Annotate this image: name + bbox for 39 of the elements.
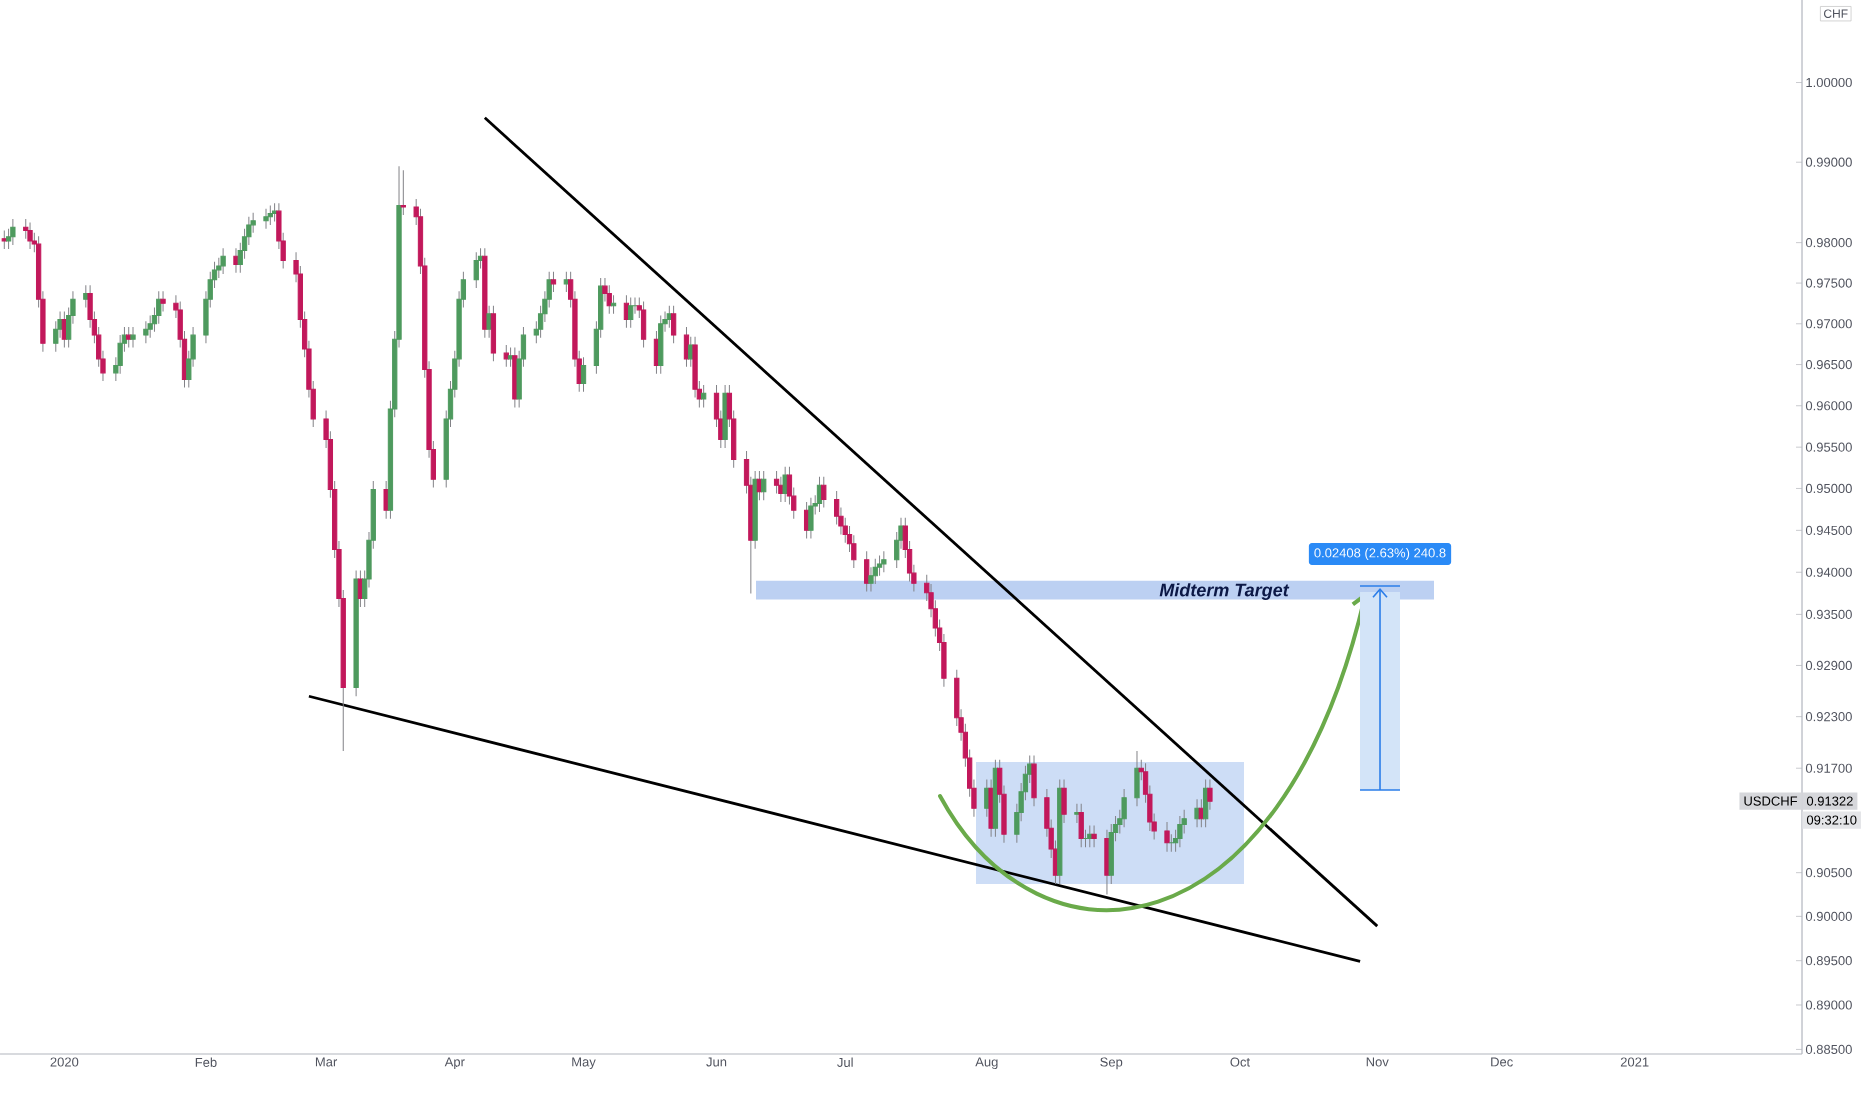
candlestick	[473, 251, 479, 289]
candlestick	[782, 466, 788, 503]
candlestick	[1121, 788, 1127, 828]
candlestick	[851, 534, 857, 569]
candlestick	[10, 218, 16, 246]
candlestick	[580, 356, 587, 393]
candlestick	[1091, 824, 1097, 848]
candlestick	[881, 550, 887, 573]
band-label: Midterm Target	[1159, 583, 1290, 600]
candlestick	[126, 326, 132, 348]
candlestick	[263, 208, 269, 230]
candlestick	[143, 320, 149, 344]
candlestick	[147, 315, 153, 339]
candlestick	[1, 229, 7, 250]
candlestick	[117, 334, 123, 375]
candlestick	[640, 301, 647, 348]
candlestick	[808, 497, 814, 540]
candlestick	[876, 554, 883, 577]
candlestick	[130, 326, 136, 348]
candlestick	[220, 247, 226, 275]
candlestick	[1177, 815, 1183, 848]
candlestick	[864, 550, 870, 593]
candlestick	[761, 470, 767, 501]
candlestick	[606, 284, 612, 315]
candlestick	[503, 344, 509, 368]
candlestick	[722, 384, 728, 449]
candlestick	[670, 305, 677, 344]
candlestick	[1031, 754, 1037, 807]
candlestick	[156, 290, 162, 325]
candlestick	[872, 558, 878, 585]
candlestick	[1134, 750, 1140, 807]
candlestick	[658, 315, 664, 375]
candlestick	[27, 221, 33, 250]
candlestick	[701, 384, 707, 408]
candlestick	[821, 476, 827, 509]
candlestick	[1164, 821, 1170, 853]
candlestick	[1194, 798, 1200, 828]
candlestick	[628, 297, 634, 329]
candlestick	[773, 470, 780, 495]
